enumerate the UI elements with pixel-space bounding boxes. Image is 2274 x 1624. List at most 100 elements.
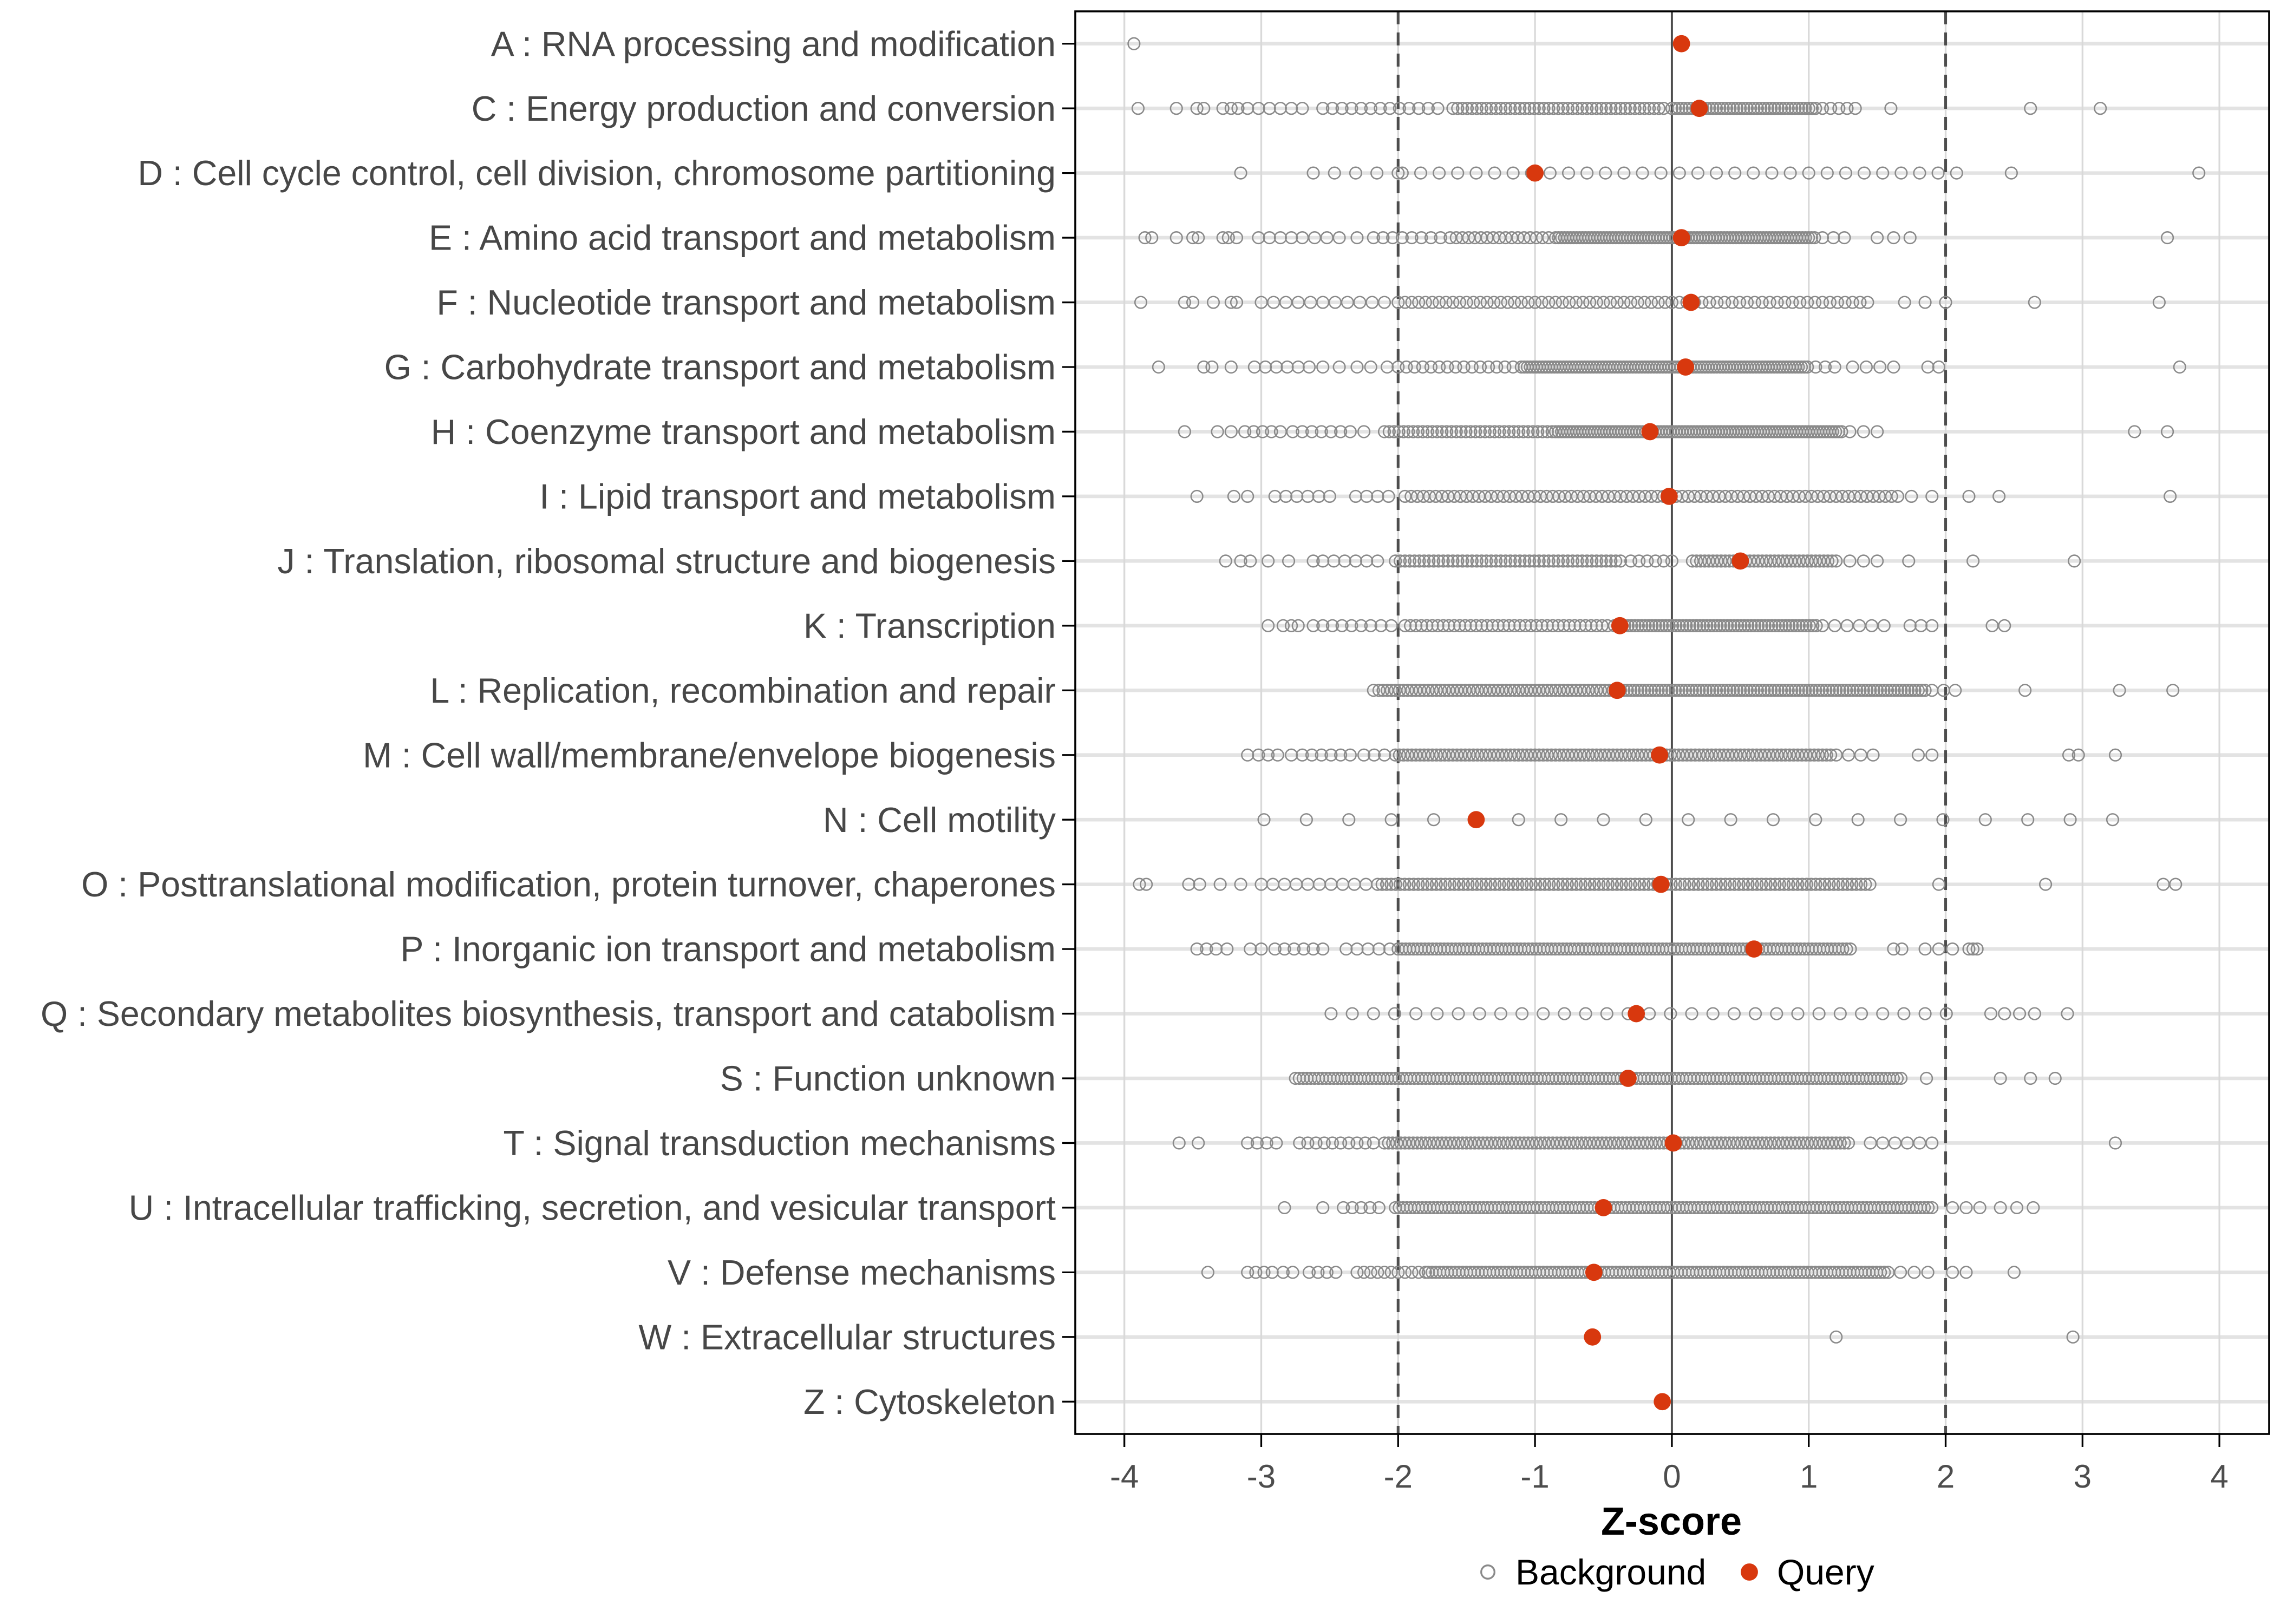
background-point — [1412, 1266, 1426, 1279]
background-point — [1371, 1266, 1384, 1279]
background-point — [1959, 1201, 1973, 1214]
query-point — [1467, 811, 1485, 829]
background-points — [1127, 37, 2206, 1344]
background-point — [1557, 619, 1571, 632]
background-point — [1323, 489, 1336, 503]
background-point — [1788, 684, 1802, 697]
background-point — [1959, 1266, 1973, 1279]
background-point — [1860, 684, 1874, 697]
background-point — [1651, 296, 1665, 309]
background-point — [1566, 554, 1579, 568]
background-point — [1701, 878, 1714, 891]
background-point — [1812, 684, 1826, 697]
category-label: D : Cell cycle control, cell division, c… — [138, 154, 1056, 193]
background-point — [1391, 166, 1405, 180]
background-point — [1306, 942, 1320, 956]
background-point — [1554, 813, 1568, 827]
background-point — [1532, 554, 1546, 568]
background-point — [1841, 1136, 1855, 1150]
background-point — [1540, 619, 1554, 632]
background-point — [1818, 878, 1832, 891]
background-point — [1710, 619, 1724, 632]
background-point — [1221, 231, 1235, 245]
background-point — [1262, 554, 1275, 568]
background-point — [2062, 748, 2076, 762]
background-point — [1724, 619, 1737, 632]
background-point — [1761, 102, 1774, 115]
query-point — [1611, 617, 1629, 634]
background-point — [1465, 102, 1479, 115]
background-point — [1371, 878, 1384, 891]
background-point — [1802, 102, 1815, 115]
background-point — [1921, 1266, 1935, 1279]
background-point — [1556, 296, 1569, 309]
background-point — [1679, 684, 1693, 697]
x-tick-label: 3 — [2074, 1458, 2092, 1495]
background-point — [1609, 554, 1623, 568]
background-point — [1470, 554, 1484, 568]
background-point — [1734, 102, 1747, 115]
background-point — [1360, 554, 1374, 568]
background-point — [1305, 748, 1319, 762]
background-point — [1169, 231, 1183, 245]
query-point — [1677, 358, 1695, 376]
background-point — [2066, 1330, 2080, 1344]
background-point — [1419, 296, 1432, 309]
background-point — [1402, 425, 1415, 438]
background-point — [1658, 684, 1672, 697]
background-point — [2018, 684, 2032, 697]
background-point — [2072, 748, 2085, 762]
background-point — [1832, 102, 1846, 115]
background-point — [1350, 942, 1364, 956]
background-point — [1703, 296, 1716, 309]
background-point — [1186, 296, 1200, 309]
background-point — [1720, 684, 1734, 697]
background-point — [1395, 231, 1409, 245]
background-point — [1962, 942, 1976, 956]
background-point — [1755, 619, 1768, 632]
background-point — [1763, 296, 1776, 309]
query-point — [1745, 940, 1763, 958]
background-point — [1595, 102, 1608, 115]
background-point — [1775, 102, 1788, 115]
background-point — [1785, 684, 1799, 697]
background-point — [1759, 878, 1773, 891]
background-point — [1563, 619, 1576, 632]
background-point — [1345, 619, 1358, 632]
background-point — [1590, 554, 1603, 568]
background-point — [1200, 942, 1213, 956]
background-point — [1801, 360, 1814, 374]
background-point — [1343, 748, 1357, 762]
background-point — [1262, 619, 1275, 632]
background-point — [1778, 296, 1792, 309]
background-point — [1392, 425, 1406, 438]
background-point — [1748, 619, 1761, 632]
background-point — [1749, 1007, 1762, 1020]
background-point — [1795, 878, 1809, 891]
category-label: C : Energy production and conversion — [472, 89, 1056, 128]
background-point — [1548, 296, 1563, 309]
background-point — [1815, 231, 1829, 245]
background-point — [1682, 813, 1695, 827]
category-label: K : Transcription — [803, 606, 1056, 645]
background-point — [1513, 102, 1527, 115]
background-point — [1389, 878, 1402, 891]
background-point — [1416, 878, 1429, 891]
background-point — [1779, 619, 1792, 632]
background-point — [1672, 619, 1686, 632]
background-point — [1383, 102, 1397, 115]
background-point — [1761, 684, 1774, 697]
background-point — [1316, 1201, 1330, 1214]
background-point — [1488, 166, 1501, 180]
background-point — [1470, 878, 1484, 891]
background-point — [1241, 1266, 1254, 1279]
background-point — [2024, 102, 2037, 115]
background-point — [1628, 102, 1642, 115]
background-point — [1874, 1266, 1887, 1279]
background-point — [1925, 489, 1939, 503]
category-label: H : Coenzyme transport and metabolism — [431, 412, 1056, 451]
background-point — [1393, 554, 1407, 568]
background-point — [1740, 296, 1754, 309]
background-point — [1415, 231, 1428, 245]
